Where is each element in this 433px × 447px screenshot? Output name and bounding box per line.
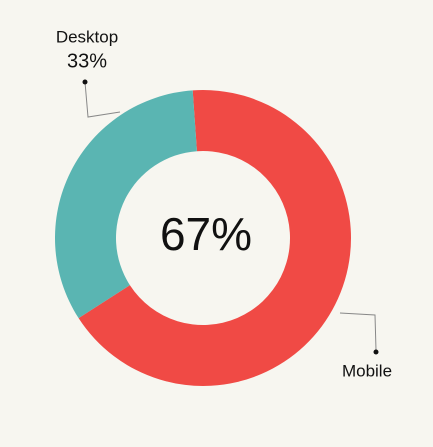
leader-line (339, 312, 377, 351)
slice-label: Desktop (56, 27, 118, 46)
slice-label: Mobile (342, 361, 392, 380)
slice (78, 90, 352, 387)
leader-dot (373, 349, 379, 355)
value-label: 33% (67, 50, 107, 72)
slices (55, 90, 352, 387)
slice (55, 90, 197, 319)
center-label: 67% (160, 208, 252, 260)
leader-line (84, 81, 121, 118)
leader-dot (82, 79, 88, 85)
